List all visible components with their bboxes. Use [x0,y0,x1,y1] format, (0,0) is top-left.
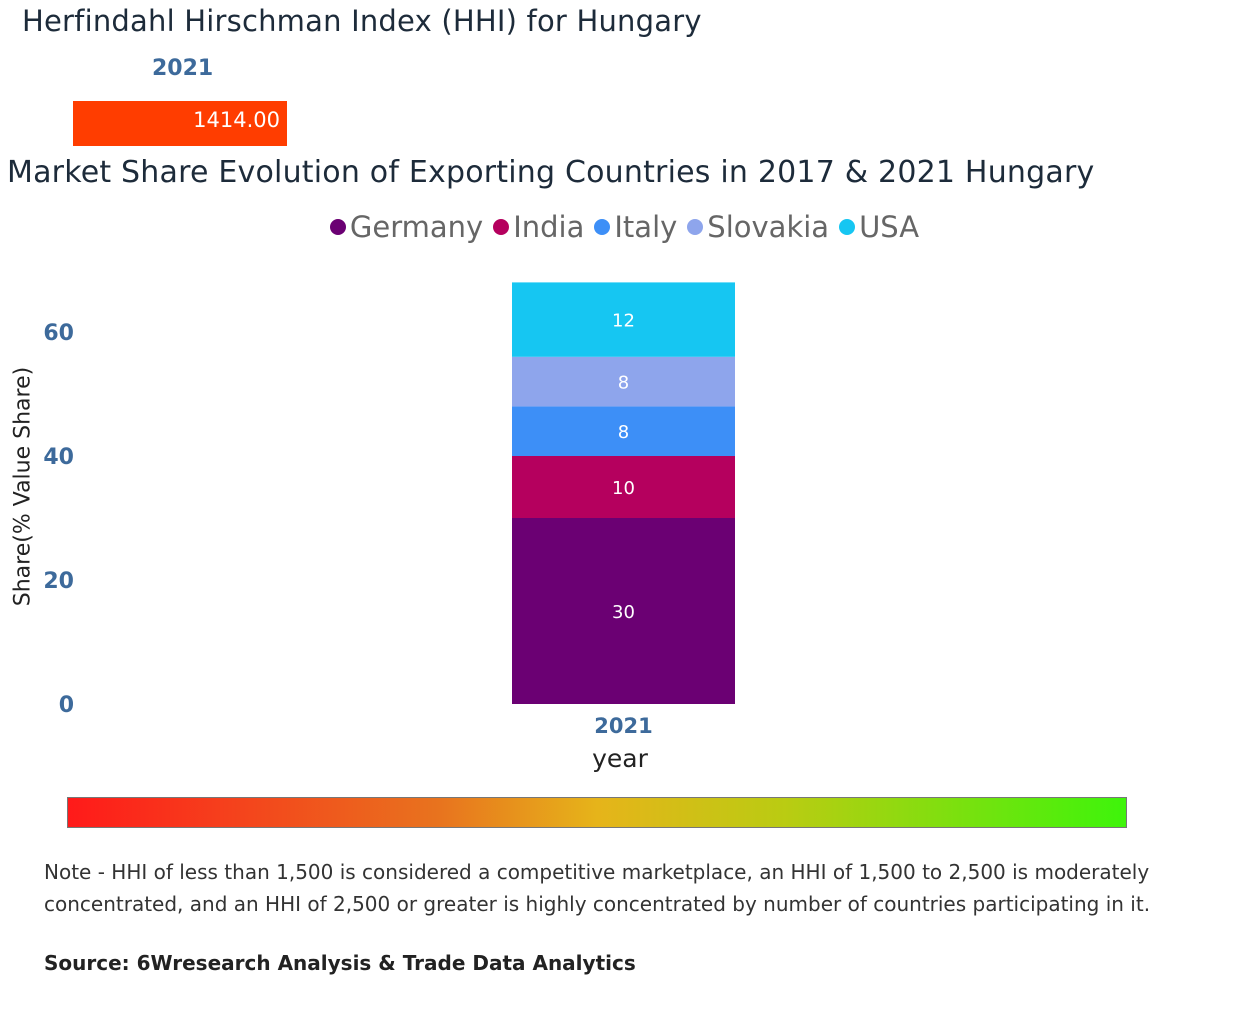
x-tick-label: 2021 [594,714,652,738]
data-label-germany: 30 [612,602,635,623]
y-tick-label: 20 [43,569,74,594]
y-tick-label: 0 [59,693,74,718]
legend-label: Italy [614,210,678,244]
hhi-value-label: 1414.00 [193,108,280,132]
stacked-bar-chart: 0 20 40 60 30 10 8 8 12 2021 [43,282,735,738]
y-tick-label: 40 [43,445,74,470]
legend-label: Slovakia [707,210,830,244]
hhi-year-label: 2021 [152,56,214,81]
legend-item-usa[interactable]: USA [839,210,919,244]
legend-item-germany[interactable]: Germany [329,210,484,244]
y-tick-label: 60 [43,321,74,346]
legend-marker [839,219,856,235]
legend-item-slovakia[interactable]: Slovakia [687,210,829,244]
note-text: Note - HHI of less than 1,500 is conside… [44,860,1151,916]
legend-item-italy[interactable]: Italy [594,210,677,244]
legend-item-india[interactable]: India [493,210,584,244]
hhi-color-scale [67,797,1127,828]
legend-label: India [513,210,585,244]
legend-marker [687,219,704,235]
data-label-italy: 8 [618,422,629,443]
legend-label: USA [859,210,920,244]
legend-label: Germany [349,210,484,244]
bar-segment-india [512,456,735,518]
legend-marker [493,219,510,235]
data-label-india: 10 [612,478,635,499]
legend-marker [329,219,346,235]
hhi-title: Herfindahl Hirschman Index (HHI) for Hun… [22,4,702,38]
chart-legend: Germany India Italy Slovakia USA [0,210,1249,244]
legend-marker [594,219,611,235]
bar-segment-usa [512,282,735,357]
chart-title: Market Share Evolution of Exporting Coun… [7,155,1095,190]
bar-segment-italy [512,406,735,456]
x-axis-label: year [592,744,648,773]
hhi-value-bar: 1414.00 [73,101,287,146]
data-label-slovakia: 8 [618,373,629,394]
data-label-usa: 12 [612,311,635,332]
source-text: Source: 6Wresearch Analysis & Trade Data… [44,951,636,975]
bar-segment-germany [512,518,735,704]
bar-segment-slovakia [512,356,735,407]
